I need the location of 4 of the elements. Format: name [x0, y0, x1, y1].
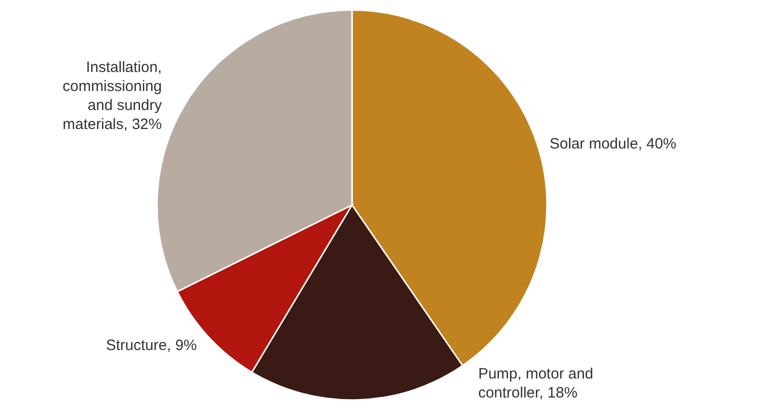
slice-label: Solar module, 40%	[550, 135, 676, 152]
slice-label: Installation, commissioning and sundry materials, 32%	[62, 59, 162, 134]
slice-label: Structure, 9%	[106, 337, 197, 354]
slice-label: Pump, motor and controller, 18%	[478, 365, 594, 402]
